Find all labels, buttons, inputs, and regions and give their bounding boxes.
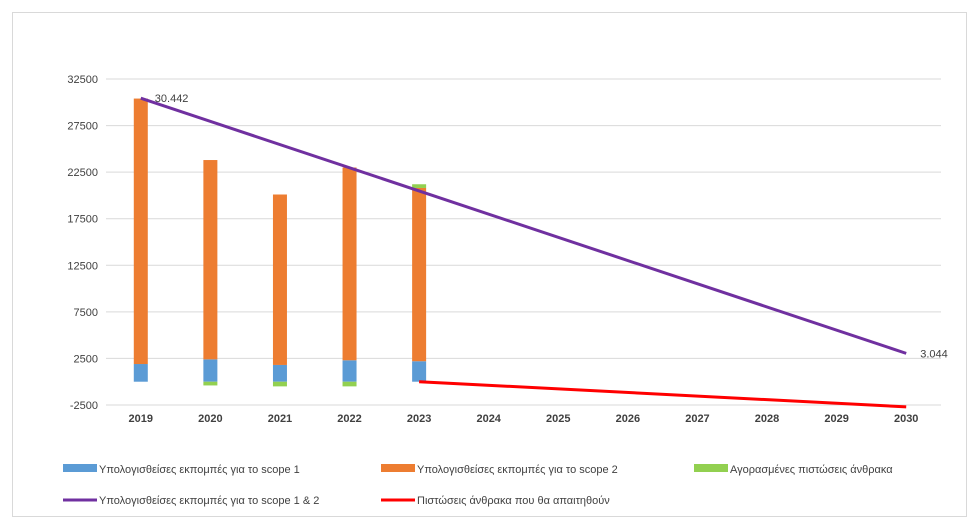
x-tick-label: 2024 (476, 413, 501, 425)
x-tick-label: 2029 (824, 413, 848, 425)
bar (203, 381, 218, 386)
x-tick-label: 2020 (198, 413, 222, 425)
bar (272, 364, 287, 382)
legend-label: Πιστώσεις άνθρακα που θα απαιτηθούν (417, 495, 610, 507)
legend-label: Υπολογισθείσες εκπομπές για το scope 1 (99, 464, 300, 476)
chart: -2500 2500 7500 12500 17500 22500 27500 32500 20… (63, 74, 948, 507)
x-tick-label: 2027 (685, 413, 709, 425)
x-tick-label: 2019 (129, 413, 153, 425)
bar (342, 381, 357, 387)
bar (133, 364, 148, 382)
y-tick-label: 12500 (67, 260, 98, 272)
legend-label: Υπολογισθείσες εκπομπές για το scope 1 &… (99, 495, 319, 507)
bar (203, 359, 218, 382)
y-tick-label: 17500 (67, 214, 98, 226)
series-line (140, 96, 907, 355)
bar (272, 194, 287, 365)
legend-swatch (63, 464, 97, 472)
x-tick-label: 2030 (894, 413, 918, 425)
y-tick-label: -2500 (70, 400, 98, 412)
bar (133, 98, 148, 365)
x-tick-label: 2026 (616, 413, 640, 425)
data-label: 3.044 (920, 348, 948, 360)
legend-label: Αγορασμένες πιστώσεις άνθρακα (730, 464, 893, 476)
bar (272, 381, 287, 387)
y-tick-label: 22500 (67, 167, 98, 179)
chart-frame: -2500 2500 7500 12500 17500 22500 27500 32500 20… (12, 12, 967, 517)
y-tick-label: 7500 (74, 307, 98, 319)
bar (342, 360, 357, 382)
series-line (419, 380, 907, 409)
legend-swatch (381, 464, 415, 472)
y-tick-label: 2500 (74, 353, 98, 365)
y-tick-label: 32500 (67, 74, 98, 86)
data-label: 30.442 (155, 93, 189, 105)
bar (342, 167, 357, 361)
x-tick-label: 2022 (337, 413, 361, 425)
bar (412, 184, 427, 188)
x-tick-label: 2028 (755, 413, 779, 425)
y-tick-label: 27500 (67, 121, 98, 133)
legend-swatch (694, 464, 728, 472)
x-tick-label: 2023 (407, 413, 431, 425)
bar (412, 361, 427, 382)
bar (412, 187, 427, 362)
bar (203, 160, 218, 360)
legend-label: Υπολογισθείσες εκπομπές για το scope 2 (417, 464, 618, 476)
x-tick-label: 2021 (268, 413, 292, 425)
x-tick-label: 2025 (546, 413, 570, 425)
